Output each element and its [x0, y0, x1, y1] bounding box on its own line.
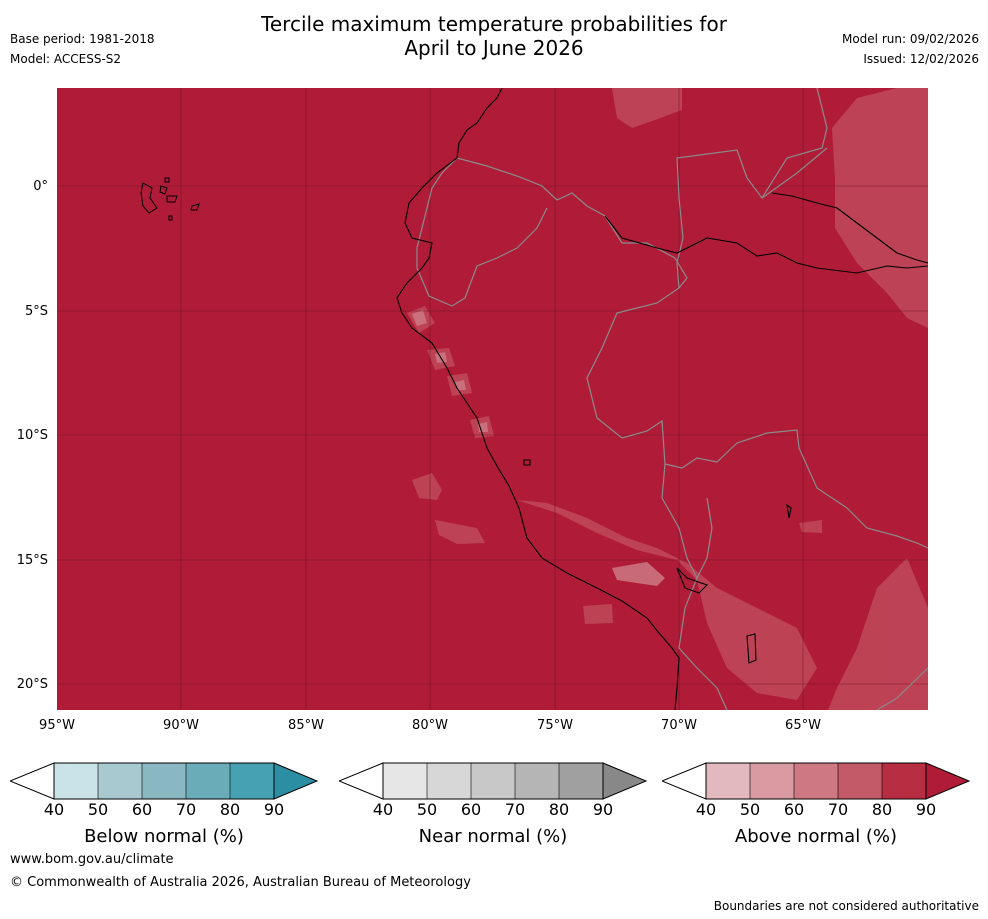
coastline — [396, 88, 928, 710]
meta-right: Model run: 09/02/2026 Issued: 12/02/2026 — [842, 29, 979, 69]
lat-label-20s: 20°S — [16, 677, 48, 692]
cbar-below-tick-80: 80 — [219, 800, 241, 819]
above-normal-lightest-areas — [412, 310, 665, 586]
swatch-near-50 — [427, 763, 471, 799]
lat-label-10s: 10°S — [16, 428, 48, 443]
lon-label-80w: 80°W — [412, 718, 448, 733]
swatch-above-80 — [882, 763, 926, 799]
cbar-near-tick-70: 70 — [504, 800, 526, 819]
swatch-below-70 — [186, 763, 230, 799]
probability-map[interactable] — [57, 88, 928, 710]
lon-label-75w: 75°W — [537, 718, 573, 733]
cbar-near-tick-60: 60 — [460, 800, 482, 819]
model-name: Model: ACCESS-S2 — [10, 52, 122, 66]
cbar-above-tick-40: 40 — [695, 800, 717, 819]
swatch-above-70 — [838, 763, 882, 799]
lon-label-85w: 85°W — [288, 718, 324, 733]
swatch-below-50 — [98, 763, 142, 799]
copyright-notice: © Commonwealth of Australia 2026, Austra… — [10, 875, 471, 890]
colorbar-near-normal — [337, 762, 648, 804]
colorbar-below-normal — [8, 762, 319, 804]
lon-label-95w: 95°W — [39, 718, 75, 733]
lat-label-5s: 5°S — [24, 304, 48, 319]
model-run: Model run: 09/02/2026 — [841, 32, 979, 46]
cbar-above-tick-50: 50 — [739, 800, 761, 819]
swatch-above-50 — [750, 763, 794, 799]
lon-label-90w: 90°W — [163, 718, 199, 733]
cbar-below-tick-70: 70 — [175, 800, 197, 819]
cbar-below-tick-60: 60 — [131, 800, 153, 819]
cbar-above-tick-70: 70 — [827, 800, 849, 819]
cbar-below-tick-40: 40 — [43, 800, 65, 819]
swatch-above-60 — [794, 763, 838, 799]
lat-label-0: 0° — [33, 179, 48, 194]
title-line-2: April to June 2026 — [404, 36, 584, 60]
cbar-near-label: Near normal (%) — [418, 826, 568, 847]
swatch-above-40 — [706, 763, 750, 799]
cbar-below-tick-90: 90 — [263, 800, 285, 819]
swatch-near-60 — [471, 763, 515, 799]
cbar-above-tick-80: 80 — [871, 800, 893, 819]
issued-date: Issued: 12/02/2026 — [863, 52, 979, 66]
chart-title: Tercile maximum temperature probabilitie… — [194, 12, 794, 60]
lon-label-65w: 65°W — [785, 718, 821, 733]
cbar-above-tick-90: 90 — [915, 800, 937, 819]
cbar-near-tick-80: 80 — [548, 800, 570, 819]
lat-label-15s: 15°S — [16, 553, 48, 568]
cbar-below-label: Below normal (%) — [84, 826, 244, 847]
colorbar-above-normal — [660, 762, 971, 804]
title-line-1: Tercile maximum temperature probabilitie… — [261, 12, 727, 36]
swatch-below-60 — [142, 763, 186, 799]
swatch-near-80 — [559, 763, 603, 799]
swatch-below-80 — [230, 763, 274, 799]
cbar-above-tick-60: 60 — [783, 800, 805, 819]
website-link[interactable]: www.bom.gov.au/climate — [10, 852, 174, 867]
country-borders — [416, 88, 928, 710]
cbar-above-label: Above normal (%) — [734, 826, 898, 847]
map-background — [57, 88, 928, 710]
galapagos-islands — [140, 177, 200, 221]
meta-left: Base period: 1981-2018 Model: ACCESS-S2 — [10, 29, 155, 69]
cbar-near-tick-40: 40 — [372, 800, 394, 819]
swatch-near-40 — [383, 763, 427, 799]
boundary-disclaimer: Boundaries are not considered authoritat… — [713, 899, 979, 913]
swatch-below-40 — [54, 763, 98, 799]
cbar-near-tick-90: 90 — [592, 800, 614, 819]
cbar-below-tick-50: 50 — [87, 800, 109, 819]
base-period: Base period: 1981-2018 — [10, 32, 155, 46]
cbar-near-tick-50: 50 — [416, 800, 438, 819]
swatch-near-70 — [515, 763, 559, 799]
lon-label-70w: 70°W — [661, 718, 697, 733]
